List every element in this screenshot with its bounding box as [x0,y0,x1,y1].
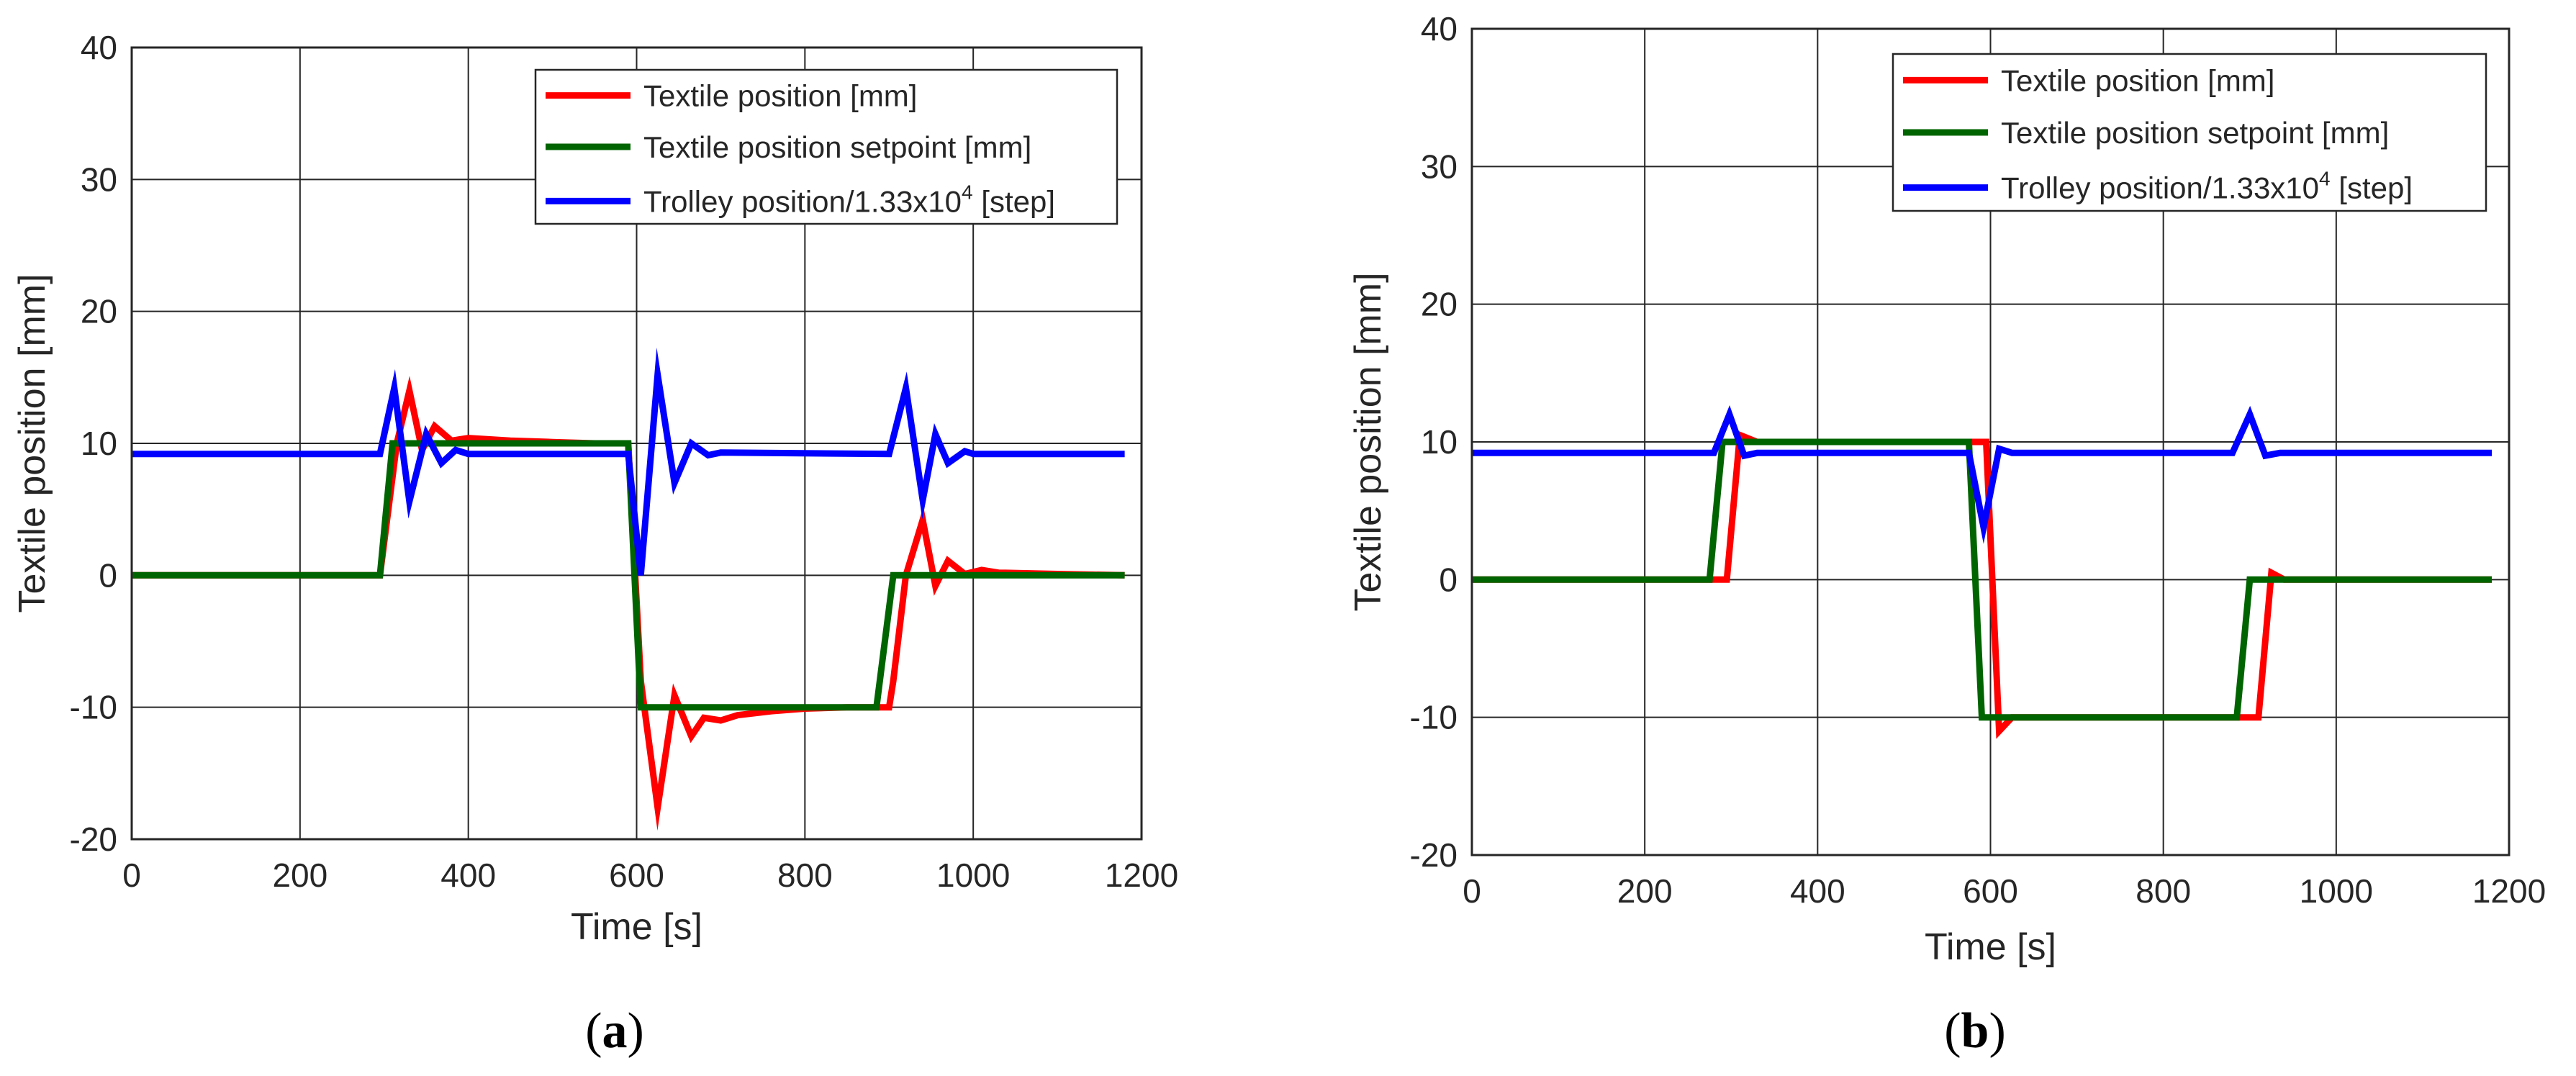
legend-label-0: Textile position [mm] [643,79,917,113]
y-tick-label-5: 30 [81,161,117,198]
x-tick-label-0: 0 [122,856,141,894]
tick-labels: 0 200 400 600 800 1000 1200 -20 -10 0 10 20 30 40 [70,29,1179,894]
x-tick-label-2: 400 [1790,872,1845,910]
series-group [1472,405,2492,739]
x-tick-label-0: 0 [1463,872,1481,910]
y-tick-label-2: 0 [1439,561,1458,598]
y-tick-label-1: -10 [1410,699,1458,736]
y-tick-label-4: 20 [1421,286,1458,323]
x-tick-label-4: 800 [2136,872,2191,910]
chart-panel-b: 0 200 400 600 800 1000 1200 -20 -10 0 10 20 30 40 Time… [1347,10,2546,1059]
series-line-2 [132,347,1125,576]
axes-box [130,46,1143,841]
chart-panel-a: 0 200 400 600 800 1000 1200 -20 -10 0 10 20 30 40 Time… [12,29,1178,1059]
series-group [132,347,1125,831]
y-tick-label-0: -20 [1410,836,1458,874]
x-tick-label-3: 600 [609,856,664,894]
y-axis-label: Textile position [mm] [12,273,53,612]
x-tick-label-6: 1200 [1105,856,1178,894]
tick-labels: 0 200 400 600 800 1000 1200 -20 -10 0 10 20 30 40 [1410,10,2546,910]
x-axis-label: Time [s] [1925,926,2056,968]
legend-label-2: Trolley position/1.33x104 [step] [2001,168,2413,205]
panel-label: (a) [585,1003,644,1059]
legend-box [534,68,1118,225]
y-axis-label: Textile position [mm] [1347,272,1389,611]
legend-label-1: Textile position setpoint [mm] [643,130,1031,164]
x-tick-label-4: 800 [777,856,833,894]
x-tick-label-6: 1200 [2472,872,2546,910]
y-tick-label-1: -10 [70,689,117,726]
y-tick-label-0: -20 [70,820,117,858]
x-tick-label-1: 200 [1617,872,1673,910]
legend-box [1892,53,2487,212]
x-tick-label-1: 200 [272,856,327,894]
y-tick-label-2: 0 [99,556,117,594]
y-tick-label-3: 10 [81,425,117,462]
x-tick-label-3: 600 [1963,872,2018,910]
legend-label-1: Textile position setpoint [mm] [2001,116,2389,150]
y-tick-label-4: 20 [81,293,117,330]
series-line-1 [132,440,1125,711]
legend: Textile position [mm] Textile position se… [1892,53,2487,212]
x-tick-label-2: 400 [440,856,496,894]
y-tick-label-5: 30 [1421,148,1458,185]
x-tick-label-5: 1000 [936,856,1010,894]
panel-label: (b) [1944,1003,2006,1059]
y-tick-label-3: 10 [1421,423,1458,461]
x-tick-label-5: 1000 [2300,872,2373,910]
y-tick-label-6: 40 [81,29,117,66]
x-axis-label: Time [s] [571,906,702,948]
axes-box [1470,27,2511,856]
series-line-0 [132,376,1125,831]
legend-label-2: Trolley position/1.33x104 [step] [643,181,1055,218]
y-tick-label-6: 40 [1421,10,1458,48]
series-line-2 [1472,405,2492,544]
legend: Textile position [mm] Textile position se… [534,68,1118,225]
legend-label-0: Textile position [mm] [2001,63,2274,97]
series-line-1 [1472,438,2492,721]
